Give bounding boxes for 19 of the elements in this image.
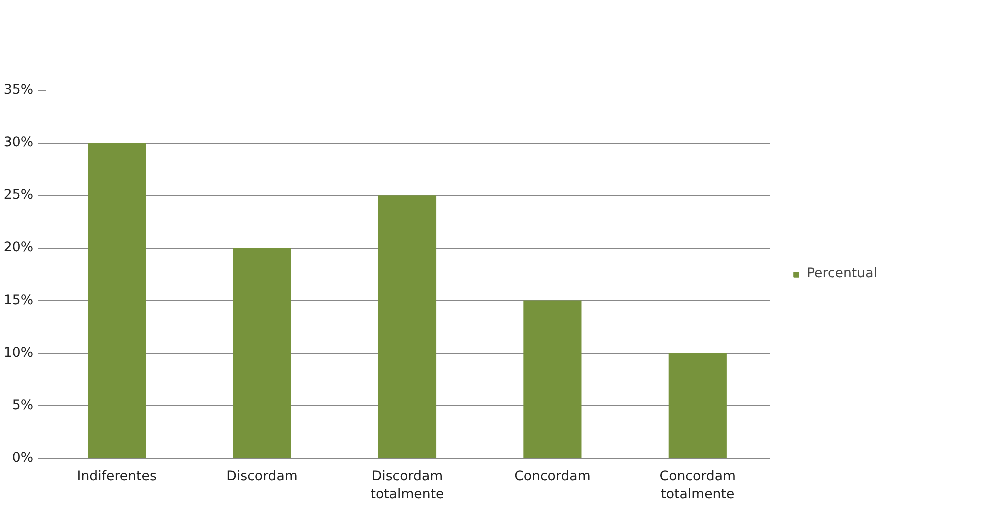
y-tick-label: 35% xyxy=(4,83,34,98)
x-tick-label: Discordam xyxy=(226,470,298,484)
x-tick-label: Concordam xyxy=(514,470,591,484)
y-tick-label: 30% xyxy=(4,136,34,151)
y-tick-label: 20% xyxy=(4,240,34,256)
x-tick-label: Discordam totalmente xyxy=(370,470,444,502)
y-tick-label: 0% xyxy=(12,451,34,466)
bar xyxy=(88,143,146,458)
bar xyxy=(524,300,582,458)
y-tick-label: 15% xyxy=(4,293,34,308)
bar xyxy=(378,196,437,458)
y-tick-label: 25% xyxy=(4,188,34,204)
y-tick-label: 10% xyxy=(4,346,34,361)
x-tick-label: Concordam totalmente xyxy=(660,470,736,502)
x-tick-label: Indiferentes xyxy=(77,470,157,484)
bar xyxy=(233,248,292,458)
bar xyxy=(668,353,727,458)
y-tick-label: 5% xyxy=(12,398,34,414)
legend-label: Percentual xyxy=(807,266,878,282)
